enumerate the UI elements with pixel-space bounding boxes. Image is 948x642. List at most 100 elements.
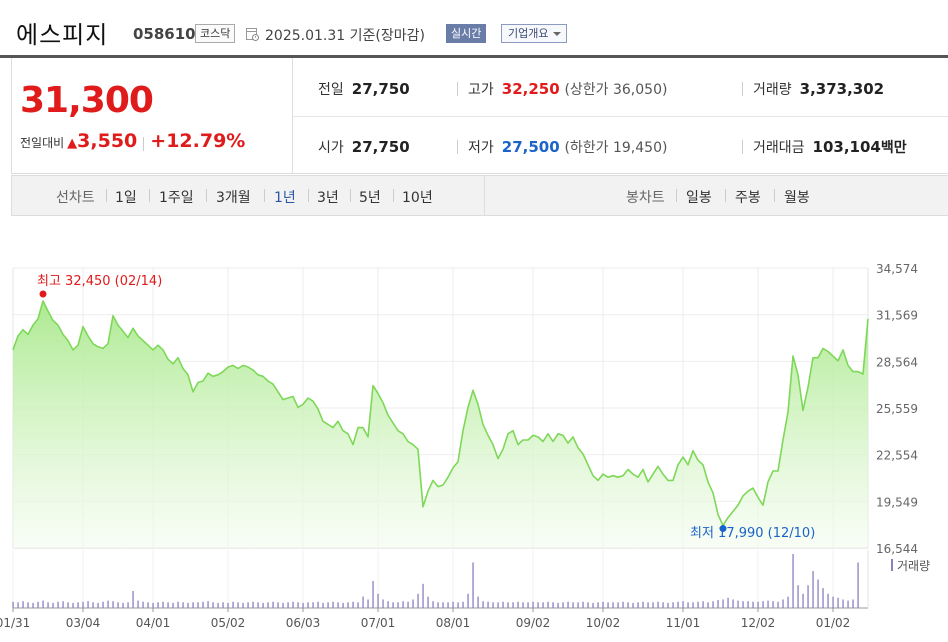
stock-name: 에스피지: [16, 21, 109, 49]
volume-bar: [502, 601, 504, 608]
tab-weekly-candle[interactable]: 주봉: [735, 190, 761, 206]
tab-3-years[interactable]: 3년: [317, 190, 339, 206]
volume-bar: [452, 601, 454, 608]
divider: [106, 189, 107, 202]
company-overview-label: 기업개요: [508, 27, 549, 40]
volume-bar: [717, 600, 719, 608]
volume-bar: [142, 601, 144, 608]
volume-bar: [367, 599, 369, 608]
volume-bar: [412, 599, 414, 608]
stock-header: 에스피지 058610 코스닥 2025.01.31 기준(장마감) 실시간 기…: [0, 0, 948, 58]
volume-bar: [42, 600, 44, 608]
volume-bar: [67, 602, 69, 608]
change-percent: +12.79%: [150, 130, 246, 152]
volume-bar: [542, 602, 544, 608]
amount-unit: 백만: [880, 140, 907, 156]
volume-bar: [777, 601, 779, 608]
volume-bar: [447, 602, 449, 608]
volume-bar: [567, 601, 569, 608]
y-tick-label: 16,544: [876, 542, 918, 556]
volume-bar: [387, 601, 389, 608]
volume-bar: [457, 602, 459, 608]
volume-bar: [392, 602, 394, 608]
volume-bar: [487, 601, 489, 608]
volume-bar: [497, 602, 499, 608]
candle-chart-label: 봉차트: [626, 190, 665, 206]
tab-3-months[interactable]: 3개월: [216, 190, 251, 206]
volume-bar: [207, 601, 209, 608]
divider: [350, 189, 351, 202]
open-value: 27,750: [351, 138, 410, 156]
volume-bar: [802, 593, 804, 608]
volume-bar: [692, 602, 694, 608]
volume-bar: [797, 585, 799, 608]
volume-bar: [512, 602, 514, 608]
lower-limit: (하한가 19,450): [564, 140, 668, 156]
volume-bar: [187, 602, 189, 608]
market-badge: 코스닥: [195, 24, 236, 43]
volume-bar: [747, 601, 749, 608]
volume-bar: [77, 602, 79, 608]
change-label: 전일대비: [20, 136, 65, 150]
divider: [143, 136, 145, 151]
volume-bar: [787, 596, 789, 608]
volume-label: 거래량: [753, 82, 792, 98]
tab-5-years[interactable]: 5년: [359, 190, 381, 206]
volume-bar: [72, 602, 74, 608]
volume-bar: [197, 602, 199, 608]
volume-bar: [37, 601, 39, 608]
x-tick-label: 08/01: [436, 616, 471, 630]
volume-bar: [752, 601, 754, 608]
chart-annotations: 최고 32,450 (02/14) 최저 17,990 (12/10): [37, 274, 815, 541]
volume-bar: [92, 602, 94, 608]
volume-bar: [592, 602, 594, 608]
volume-bar: [312, 602, 314, 608]
company-overview-dropdown[interactable]: 기업개요: [501, 24, 568, 43]
tab-daily-candle[interactable]: 일봉: [686, 190, 712, 206]
volume-bar: [627, 602, 629, 608]
divider: [725, 189, 726, 202]
volume-bar: [852, 599, 854, 608]
tab-1-week[interactable]: 1주일: [159, 190, 194, 206]
volume-bar: [477, 596, 479, 608]
volume-bar: [697, 601, 699, 608]
x-tick-label: 10/02: [586, 616, 621, 630]
low-label: 저가: [468, 140, 494, 156]
volume-bar: [557, 602, 559, 608]
volume-bar: [147, 602, 149, 608]
divider: [293, 116, 948, 117]
volume-bar: [727, 597, 729, 608]
volume-bar: [537, 602, 539, 608]
tab-1-day[interactable]: 1일: [115, 190, 137, 206]
volume-bar: [17, 602, 19, 608]
amount-cell: 거래대금 103,104백만: [753, 137, 907, 157]
volume-bar: [27, 602, 29, 608]
volume-bar: [687, 602, 689, 608]
volume-bar: [87, 601, 89, 608]
tab-1-year[interactable]: 1년: [274, 190, 296, 206]
volume-bar: [297, 602, 299, 608]
x-tick-label: 03/04: [66, 616, 101, 630]
change-value: 3,550: [77, 130, 138, 152]
volume-bar: [607, 602, 609, 608]
volume-bar: [152, 602, 154, 608]
chart-axes: 34,574 31,569 28,564 25,559 22,554 19,549 16,5…: [0, 262, 918, 630]
volume-bar: [237, 602, 239, 608]
volume-bar: [532, 601, 534, 608]
volume-bar: [672, 602, 674, 608]
stock-code: 058610: [133, 25, 196, 43]
volume-bar: [707, 602, 709, 608]
line-chart-label: 선차트: [56, 190, 95, 206]
divider: [484, 176, 485, 215]
realtime-button[interactable]: 실시간: [446, 24, 487, 43]
price-area: [12, 300, 869, 548]
tab-monthly-candle[interactable]: 월봉: [784, 190, 810, 206]
volume-bar: [622, 601, 624, 608]
tab-10-years[interactable]: 10년: [402, 190, 433, 206]
volume-bar: [767, 600, 769, 608]
volume-value: 3,373,302: [799, 80, 885, 98]
change-line: 전일대비 ▲3,550 +12.79%: [20, 130, 245, 152]
volume-bar: [217, 602, 219, 608]
price-area-fill: [13, 301, 868, 548]
volume-bar: [22, 601, 24, 608]
